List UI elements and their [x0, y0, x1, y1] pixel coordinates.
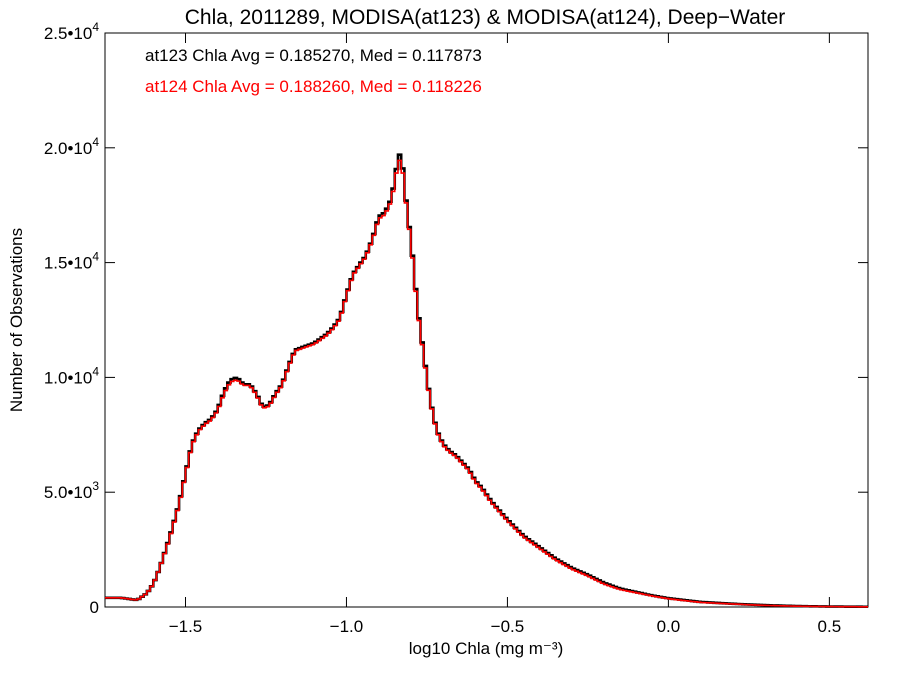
- x-tick-label: 0.0: [657, 617, 681, 636]
- y-tick-label: 5.0•103: [44, 479, 100, 502]
- annotation-at124: at124 Chla Avg = 0.188260, Med = 0.11822…: [145, 77, 482, 96]
- y-tick-label: 0: [90, 598, 99, 617]
- series-at123-line: [105, 153, 868, 609]
- series-at124-line: [105, 159, 868, 608]
- y-tick-mantissa: 2.5•10: [44, 24, 93, 43]
- chart-title: Chla, 2011289, MODISA(at123) & MODISA(at…: [185, 6, 786, 29]
- x-tick-label: −1.5: [169, 617, 203, 636]
- y-tick-exponent: 4: [92, 250, 99, 264]
- series-layer: [105, 153, 868, 609]
- y-tick-exponent: 4: [92, 135, 99, 149]
- y-tick-label: 1.5•104: [44, 250, 100, 273]
- x-tick-label: −1.0: [330, 617, 364, 636]
- x-axis: −1.5 −1.0 −0.5 0.0 0.5: [169, 33, 841, 636]
- plot-frame: [104, 32, 869, 608]
- y-tick-label: 2.0•104: [44, 135, 100, 158]
- y-tick-mantissa: 1.0•10: [44, 368, 93, 387]
- x-tick-label: 0.5: [818, 617, 842, 636]
- annotation-at123: at123 Chla Avg = 0.185270, Med = 0.11787…: [145, 46, 482, 65]
- y-tick-mantissa: 0: [90, 598, 99, 617]
- y-tick-mantissa: 2.0•10: [44, 139, 93, 158]
- x-tick-label: −0.5: [491, 617, 525, 636]
- y-tick-exponent: 3: [92, 479, 99, 493]
- y-tick-label: 1.0•104: [44, 364, 100, 387]
- y-tick-exponent: 4: [92, 364, 99, 378]
- y-tick-mantissa: 5.0•10: [44, 483, 93, 502]
- y-tick-label: 2.5•104: [44, 20, 100, 43]
- y-tick-mantissa: 1.5•10: [44, 254, 93, 273]
- y-axis-label: Number of Observations: [7, 228, 26, 412]
- y-tick-exponent: 4: [92, 20, 99, 34]
- x-axis-label: log10 Chla (mg m⁻³): [409, 639, 563, 658]
